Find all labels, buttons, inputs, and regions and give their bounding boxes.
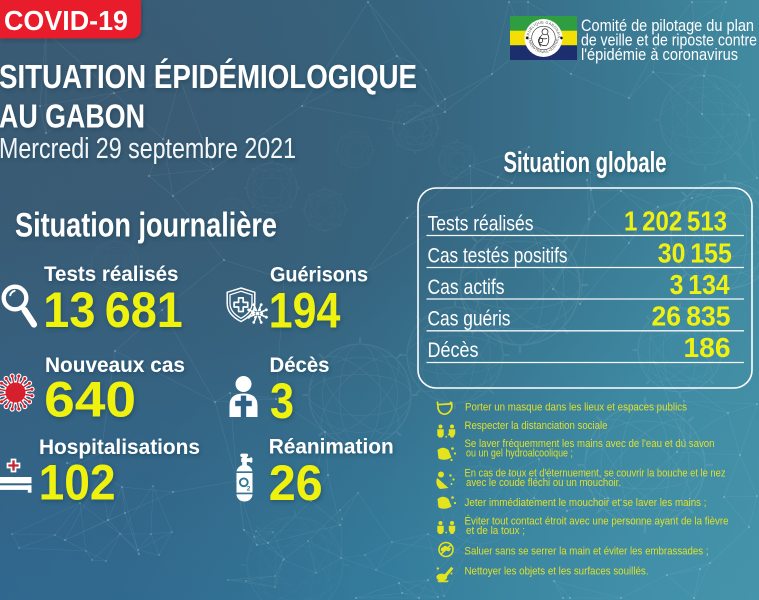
svg-text:3: 3 (270, 373, 294, 429)
svg-text:Décès: Décès (270, 354, 330, 377)
svg-text:Tests réalisés: Tests réalisés (428, 213, 534, 236)
svg-text:AU GABON: AU GABON (0, 98, 145, 135)
svg-text:102: 102 (39, 455, 116, 511)
svg-text:Réanimation: Réanimation (269, 435, 394, 458)
svg-text:3 134: 3 134 (670, 269, 730, 300)
svg-text:Hospitalisations: Hospitalisations (39, 436, 200, 459)
svg-text:Cas testés positifs: Cas testés positifs (428, 245, 568, 268)
svg-text:Porter un masque dans les lieu: Porter un masque dans les lieux et espac… (465, 401, 688, 413)
svg-text:Éviter tout contact étroit ave: Éviter tout contact étroit avec une pers… (465, 515, 729, 528)
svg-text:Respecter la distanciation soc: Respecter la distanciation sociale (465, 420, 608, 432)
svg-text:Saluer sans se serrer la main: Saluer sans se serrer la main et éviter … (465, 545, 709, 557)
svg-text:Nettoyer les objets et les sur: Nettoyer les objets et les surfaces soui… (465, 566, 649, 578)
svg-text:Se laver fréquemment les mains: Se laver fréquemment les mains avec de l… (465, 438, 715, 450)
svg-text:2: 2 (247, 485, 251, 492)
svg-text:30 155: 30 155 (658, 238, 732, 269)
svg-text:26: 26 (269, 455, 323, 511)
svg-text:194: 194 (269, 283, 341, 339)
svg-text:Mercredi 29 septembre 2021: Mercredi 29 septembre 2021 (0, 133, 296, 165)
svg-text:SITUATION ÉPIDÉMIOLOGIQUE: SITUATION ÉPIDÉMIOLOGIQUE (0, 58, 417, 95)
svg-text:de veille et de riposte contre: de veille et de riposte contre (581, 31, 757, 50)
svg-text:Décès: Décès (428, 339, 479, 362)
svg-text:Jeter immédiatement le mouchoi: Jeter immédiatement le mouchoir et se la… (465, 497, 707, 509)
svg-text:1 202 513: 1 202 513 (624, 206, 727, 237)
svg-text:26 835: 26 835 (652, 301, 731, 332)
svg-text:Nouveaux cas: Nouveaux cas (45, 354, 185, 377)
svg-text:Comité de pilotage du plan: Comité de pilotage du plan (581, 16, 754, 35)
svg-text:640: 640 (44, 372, 136, 428)
svg-text:avec le coude fléchi ou un mou: avec le coude fléchi ou un mouchoir. (466, 477, 621, 489)
svg-text:et de la toux ;: et de la toux ; (466, 525, 525, 537)
svg-text:COVID-19: COVID-19 (4, 5, 128, 36)
svg-text:Cas actifs: Cas actifs (428, 276, 505, 299)
svg-text:186: 186 (684, 332, 731, 363)
svg-text:Tests réalisés: Tests réalisés (44, 263, 179, 286)
svg-text:Guérisons: Guérisons (270, 264, 368, 287)
svg-text:l'épidémie à coronavirus: l'épidémie à coronavirus (581, 45, 738, 64)
svg-text:ou un gel hydroalcoolique ;: ou un gel hydroalcoolique ; (466, 448, 573, 460)
svg-text:13 681: 13 681 (43, 282, 183, 338)
svg-text:Situation journalière: Situation journalière (15, 207, 277, 245)
svg-text:Situation globale: Situation globale (504, 147, 667, 179)
svg-text:En cas de toux et d'éternuemen: En cas de toux et d'éternuement, se couv… (465, 467, 726, 479)
svg-text:Cas guéris: Cas guéris (428, 308, 511, 331)
